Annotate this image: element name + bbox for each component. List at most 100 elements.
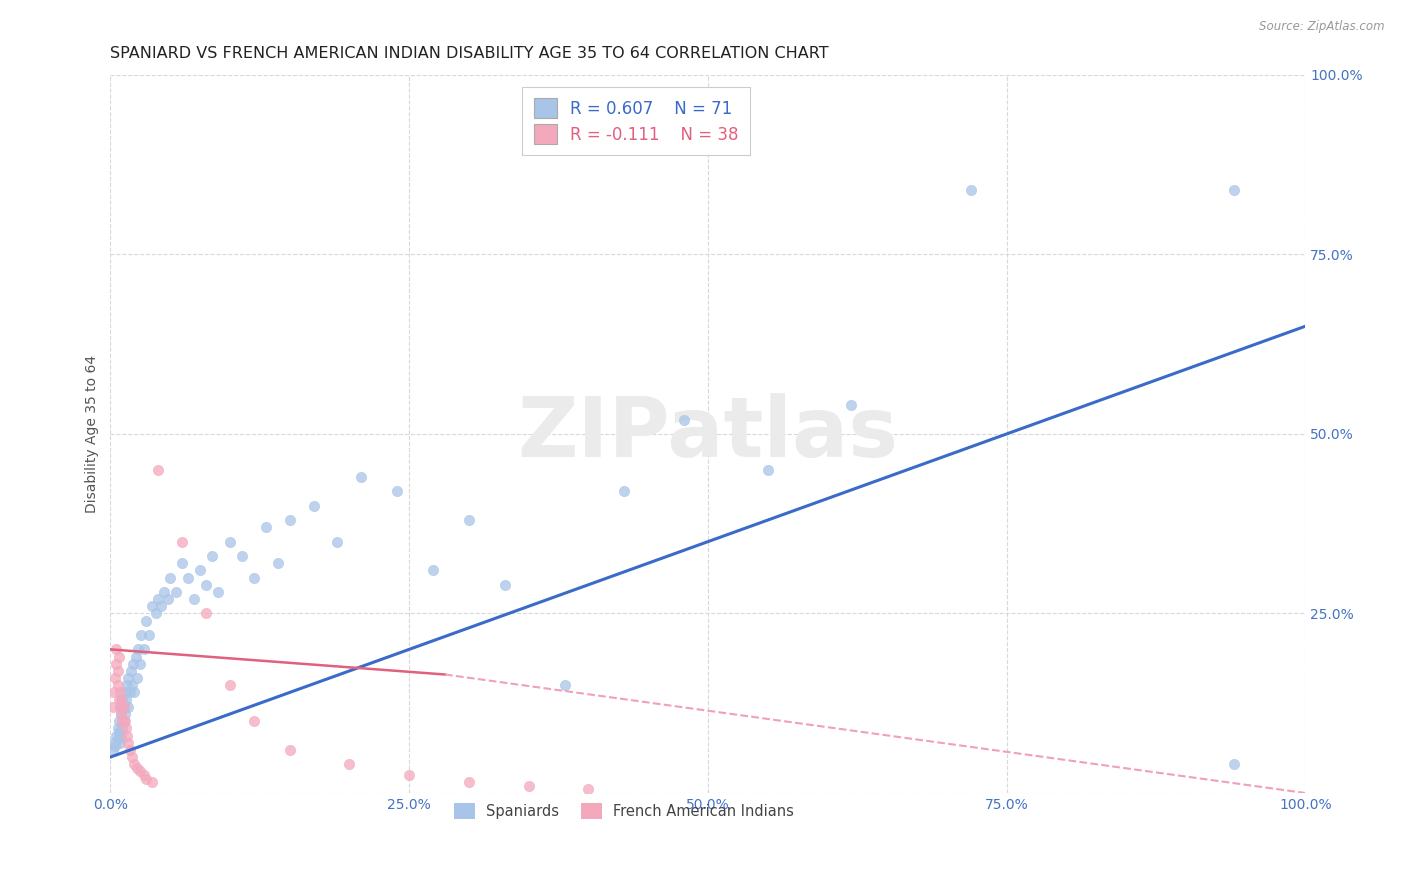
Text: Source: ZipAtlas.com: Source: ZipAtlas.com: [1260, 20, 1385, 33]
Point: [107, 725, 129, 739]
Point: [267, 556, 290, 570]
Point: [108, 736, 131, 750]
Point: [124, 757, 146, 772]
Point: [398, 768, 420, 782]
Text: ZIPatlas: ZIPatlas: [517, 393, 898, 475]
Point: [148, 463, 170, 477]
Point: [207, 585, 229, 599]
Point: [108, 699, 131, 714]
Point: [458, 513, 481, 527]
Point: [101, 743, 124, 757]
Point: [107, 722, 129, 736]
Point: [839, 398, 862, 412]
Point: [201, 549, 224, 563]
Point: [110, 729, 132, 743]
Point: [112, 699, 135, 714]
Point: [110, 692, 132, 706]
Point: [132, 642, 155, 657]
Point: [104, 739, 127, 754]
Point: [278, 743, 301, 757]
Point: [350, 470, 373, 484]
Legend: Spaniards, French American Indians: Spaniards, French American Indians: [449, 797, 800, 825]
Point: [118, 685, 141, 699]
Point: [107, 732, 129, 747]
Point: [101, 699, 124, 714]
Y-axis label: Disability Age 35 to 64: Disability Age 35 to 64: [86, 355, 100, 513]
Point: [115, 722, 138, 736]
Point: [756, 463, 779, 477]
Point: [188, 563, 211, 577]
Point: [153, 585, 176, 599]
Point: [387, 484, 409, 499]
Point: [107, 649, 129, 664]
Point: [107, 664, 129, 678]
Point: [107, 714, 129, 729]
Point: [104, 671, 127, 685]
Point: [124, 685, 146, 699]
Point: [302, 499, 325, 513]
Point: [110, 706, 132, 721]
Point: [672, 412, 695, 426]
Point: [339, 757, 361, 772]
Point: [219, 534, 242, 549]
Point: [129, 764, 152, 779]
Point: [110, 706, 132, 721]
Point: [131, 628, 153, 642]
Point: [458, 775, 481, 789]
Point: [111, 692, 134, 706]
Point: [105, 657, 128, 671]
Point: [576, 782, 599, 797]
Point: [107, 692, 129, 706]
Point: [135, 772, 157, 786]
Point: [243, 714, 266, 729]
Point: [172, 534, 194, 549]
Point: [145, 607, 167, 621]
Point: [135, 614, 157, 628]
Point: [124, 649, 146, 664]
Point: [422, 563, 444, 577]
Point: [183, 592, 205, 607]
Point: [107, 678, 129, 692]
Point: [117, 699, 139, 714]
Point: [159, 570, 181, 584]
Point: [115, 729, 138, 743]
Point: [115, 692, 138, 706]
Point: [118, 743, 141, 757]
Point: [177, 570, 200, 584]
Point: [108, 699, 131, 714]
Point: [114, 685, 136, 699]
Point: [117, 736, 139, 750]
Point: [149, 599, 172, 614]
Point: [115, 678, 138, 692]
Point: [111, 714, 134, 729]
Point: [127, 642, 149, 657]
Point: [195, 607, 218, 621]
Text: SPANIARD VS FRENCH AMERICAN INDIAN DISABILITY AGE 35 TO 64 CORRELATION CHART: SPANIARD VS FRENCH AMERICAN INDIAN DISAB…: [111, 46, 830, 62]
Point: [494, 578, 516, 592]
Point: [138, 628, 160, 642]
Point: [553, 678, 575, 692]
Point: [517, 779, 540, 793]
Point: [114, 706, 136, 721]
Point: [114, 714, 136, 729]
Point: [105, 642, 128, 657]
Point: [111, 722, 134, 736]
Point: [156, 592, 179, 607]
Point: [125, 671, 148, 685]
Point: [132, 768, 155, 782]
Point: [103, 685, 125, 699]
Point: [129, 657, 152, 671]
Point: [254, 520, 277, 534]
Point: [613, 484, 636, 499]
Point: [117, 671, 139, 685]
Point: [120, 664, 142, 678]
Point: [121, 750, 143, 764]
Point: [148, 592, 170, 607]
Point: [959, 183, 981, 197]
Point: [125, 761, 148, 775]
Point: [1222, 757, 1244, 772]
Point: [112, 699, 135, 714]
Point: [112, 714, 135, 729]
Point: [326, 534, 349, 549]
Point: [243, 570, 266, 584]
